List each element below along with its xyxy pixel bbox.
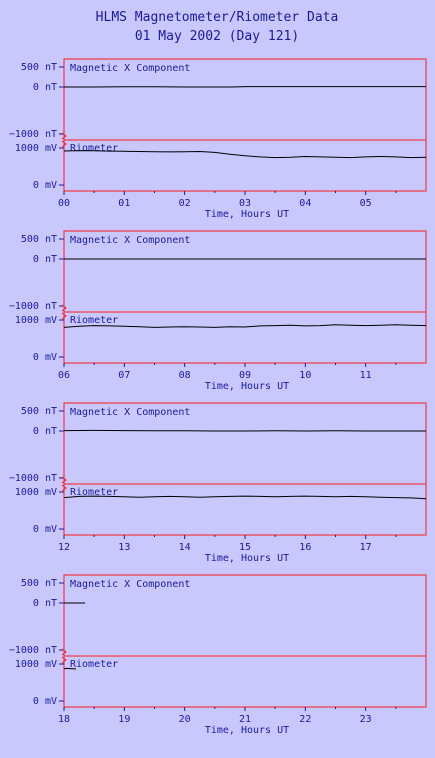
mag-ytick-label: 0 nT — [33, 598, 57, 609]
mag-ytick-label: 0 nT — [33, 254, 57, 265]
mag-ytick-label: 500 nT — [21, 406, 57, 417]
xtick-label: 00 — [58, 198, 70, 209]
xtick-label: 06 — [58, 370, 70, 381]
axis-break-mark — [61, 476, 67, 484]
rio-ytick-label: 1000 mV — [15, 487, 57, 498]
xtick-label: 23 — [360, 714, 372, 725]
axis-break-mark — [61, 132, 67, 140]
xtick-label: 21 — [239, 714, 251, 725]
xtick-label: 14 — [179, 542, 191, 553]
mag-ytick-label: −1000 nT — [9, 645, 57, 656]
chart-title: HLMS Magnetometer/Riometer Data — [96, 10, 339, 25]
xtick-label: 18 — [58, 714, 70, 725]
rio-trace-line — [63, 667, 77, 670]
rio-panel-label: Riometer — [70, 487, 118, 498]
xtick-label: 22 — [299, 714, 311, 725]
panel-1: 500 nT 0 nT −1000 nT 1000 mV 0 mV Magnetic X … — [9, 58, 427, 220]
mag-panel-label: Magnetic X Component — [70, 579, 190, 590]
xtick-label: 01 — [118, 198, 130, 209]
rio-ytick-label: 0 mV — [33, 696, 57, 707]
xtick-label: 08 — [179, 370, 191, 381]
mag-panel-label: Magnetic X Component — [70, 63, 190, 74]
rio-ytick-label: 0 mV — [33, 180, 57, 191]
panel-4: 500 nT 0 nT −1000 nT 1000 mV 0 mV Magnetic X … — [9, 574, 427, 736]
mag-ytick-label: −1000 nT — [9, 473, 57, 484]
rio-ytick-label: 0 mV — [33, 352, 57, 363]
xtick-label: 07 — [118, 370, 130, 381]
xtick-label: 05 — [360, 198, 372, 209]
chart-subtitle: 01 May 2002 (Day 121) — [135, 29, 299, 44]
x-axis-label: Time, Hours UT — [205, 553, 289, 564]
rio-frame — [63, 483, 427, 536]
mag-ytick-label: 500 nT — [21, 234, 57, 245]
xtick-label: 15 — [239, 542, 251, 553]
xtick-label: 20 — [179, 714, 191, 725]
rio-ytick-label: 1000 mV — [15, 659, 57, 670]
xtick-label: 19 — [118, 714, 130, 725]
rio-frame — [63, 139, 427, 192]
axis-break-mark — [61, 648, 67, 656]
panel-3: 500 nT 0 nT −1000 nT 1000 mV 0 mV Magnetic X … — [9, 402, 427, 564]
mag-trace-line — [63, 429, 426, 432]
mag-panel-label: Magnetic X Component — [70, 407, 190, 418]
x-axis-label: Time, Hours UT — [205, 725, 289, 736]
mag-ytick-label: 0 nT — [33, 426, 57, 437]
rio-ytick-label: 1000 mV — [15, 315, 57, 326]
xtick-label: 12 — [58, 542, 70, 553]
xtick-label: 11 — [360, 370, 372, 381]
rio-panel-label: Riometer — [70, 659, 118, 670]
rio-panel-label: Riometer — [70, 315, 118, 326]
xtick-label: 04 — [299, 198, 311, 209]
xtick-label: 09 — [239, 370, 251, 381]
xtick-label: 16 — [299, 542, 311, 553]
mag-panel-label: Magnetic X Component — [70, 235, 190, 246]
mag-ytick-label: 500 nT — [21, 62, 57, 73]
axis-break-mark — [61, 656, 67, 664]
xtick-label: 03 — [239, 198, 251, 209]
mag-ytick-label: −1000 nT — [9, 301, 57, 312]
axis-break-mark — [61, 312, 67, 320]
axis-break-mark — [61, 140, 67, 148]
panel-2: 500 nT 0 nT −1000 nT 1000 mV 0 mV Magnetic X … — [9, 230, 427, 392]
panels: 500 nT 0 nT −1000 nT 1000 mV 0 mV Magnetic X … — [9, 58, 427, 736]
rio-trace-line — [63, 150, 427, 159]
axis-break-mark — [61, 304, 67, 312]
xtick-label: 10 — [299, 370, 311, 381]
rio-trace-line — [63, 495, 427, 500]
xtick-label: 02 — [179, 198, 191, 209]
xtick-label: 13 — [118, 542, 130, 553]
rio-trace-line — [63, 324, 427, 328]
rio-ytick-label: 0 mV — [33, 524, 57, 535]
rio-ytick-label: 1000 mV — [15, 143, 57, 154]
axis-break-mark — [61, 484, 67, 492]
rio-frame — [63, 311, 427, 364]
mag-ytick-label: −1000 nT — [9, 129, 57, 140]
mag-ytick-label: 500 nT — [21, 578, 57, 589]
x-axis-label: Time, Hours UT — [205, 209, 289, 220]
rio-panel-label: Riometer — [70, 143, 118, 154]
mag-ytick-label: 0 nT — [33, 82, 57, 93]
xtick-label: 17 — [360, 542, 372, 553]
rio-frame — [63, 655, 427, 708]
x-axis-label: Time, Hours UT — [205, 381, 289, 392]
